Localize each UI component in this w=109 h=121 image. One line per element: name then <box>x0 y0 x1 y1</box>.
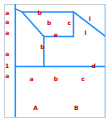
svg-text:e: e <box>54 31 58 38</box>
svg-text:a: a <box>5 18 9 25</box>
svg-text:A: A <box>33 104 38 111</box>
svg-text:c: c <box>81 75 85 82</box>
svg-text:d: d <box>92 62 96 69</box>
svg-text:a: a <box>5 9 9 16</box>
svg-text:b: b <box>54 75 59 82</box>
svg-text:1: 1 <box>5 62 9 69</box>
svg-text:l: l <box>89 15 91 22</box>
svg-text:b: b <box>38 9 43 16</box>
svg-text:a: a <box>5 72 9 79</box>
svg-text:a: a <box>30 75 34 82</box>
svg-text:c: c <box>68 19 72 26</box>
svg-text:b: b <box>47 19 52 26</box>
svg-text:a: a <box>5 50 9 57</box>
svg-text:B: B <box>74 104 79 111</box>
svg-text:l: l <box>85 29 87 36</box>
svg-text:a: a <box>5 29 9 36</box>
svg-text:b: b <box>40 43 45 50</box>
